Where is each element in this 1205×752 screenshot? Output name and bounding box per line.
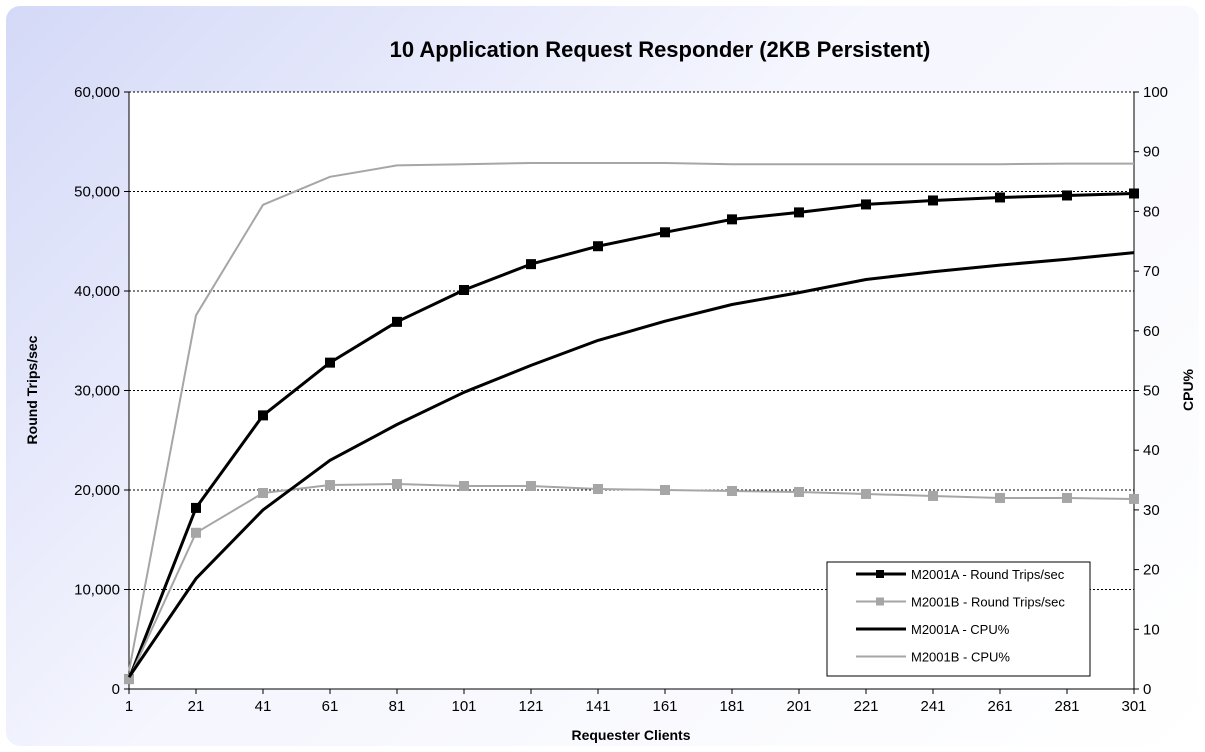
data-point bbox=[794, 207, 804, 218]
data-point bbox=[191, 502, 201, 513]
y2-tick-label: 50 bbox=[1143, 383, 1160, 400]
x-tick-label: 301 bbox=[1121, 698, 1146, 715]
y2-tick-label: 10 bbox=[1143, 621, 1160, 638]
axes: 0 10,000 20,000 30,000 40,000 50,000 60,000 0 10… bbox=[74, 84, 1168, 715]
x-tick-label: 141 bbox=[585, 698, 610, 715]
data-point bbox=[459, 285, 469, 296]
data-point bbox=[794, 486, 804, 497]
y-axis-title: Round Trips/sec bbox=[24, 335, 40, 444]
y2-tick-label: 80 bbox=[1143, 203, 1160, 220]
x-tick-label: 81 bbox=[389, 698, 406, 715]
y-tick-label: 20,000 bbox=[74, 482, 120, 499]
data-point bbox=[861, 488, 871, 499]
data-point bbox=[727, 214, 737, 225]
data-point bbox=[593, 241, 603, 252]
y-tick-label: 0 bbox=[112, 681, 120, 698]
data-point bbox=[1062, 492, 1072, 503]
y2-axis-title: CPU% bbox=[1180, 368, 1196, 411]
data-point bbox=[593, 484, 603, 495]
x-tick-label: 201 bbox=[786, 698, 811, 715]
chart-title: 10 Application Request Responder (2KB Pe… bbox=[390, 37, 931, 62]
y2-tick-label: 0 bbox=[1143, 681, 1151, 698]
x-tick-label: 221 bbox=[853, 698, 878, 715]
x-tick-label: 281 bbox=[1054, 698, 1079, 715]
x-tick-label: 61 bbox=[322, 698, 339, 715]
data-point bbox=[325, 480, 335, 491]
data-point bbox=[392, 479, 402, 490]
x-tick-label: 161 bbox=[652, 698, 677, 715]
data-point bbox=[861, 199, 871, 210]
y-tick-label: 60,000 bbox=[74, 84, 120, 101]
data-point bbox=[928, 490, 938, 501]
legend-swatch-marker bbox=[876, 597, 884, 606]
data-point bbox=[459, 481, 469, 492]
data-point bbox=[526, 259, 536, 270]
x-tick-label: 21 bbox=[188, 698, 205, 715]
series bbox=[124, 162, 1139, 685]
x-axis-title: Requester Clients bbox=[571, 727, 690, 743]
y-tick-label: 10,000 bbox=[74, 582, 120, 599]
data-point bbox=[258, 410, 268, 421]
legend-label: M2001A - Round Trips/sec bbox=[911, 567, 1065, 582]
legend-label: M2001B - CPU% bbox=[911, 650, 1010, 665]
y-tick-label: 30,000 bbox=[74, 383, 120, 400]
y2-tick-label: 90 bbox=[1143, 144, 1160, 161]
legend-label: M2001B - Round Trips/sec bbox=[911, 595, 1065, 610]
data-point bbox=[995, 492, 1005, 503]
data-point bbox=[1129, 188, 1139, 199]
data-point bbox=[526, 481, 536, 492]
x-tick-label: 181 bbox=[719, 698, 744, 715]
y-tick-label: 40,000 bbox=[74, 283, 120, 300]
y2-tick-label: 20 bbox=[1143, 562, 1160, 579]
data-point bbox=[727, 485, 737, 496]
data-point bbox=[325, 357, 335, 368]
y2-tick-label: 100 bbox=[1143, 84, 1168, 101]
series-line-4 bbox=[128, 162, 1134, 672]
legend: M2001A - Round Trips/sec M2001B - Round T… bbox=[826, 561, 1091, 677]
x-tick-label: 241 bbox=[920, 698, 945, 715]
series-line-1 bbox=[127, 192, 1135, 680]
data-point bbox=[660, 227, 670, 238]
legend-label: M2001A - CPU% bbox=[911, 622, 1010, 637]
y-tick-label: 50,000 bbox=[74, 184, 120, 201]
y2-tick-label: 70 bbox=[1143, 263, 1160, 280]
x-tick-label: 41 bbox=[255, 698, 272, 715]
series-line-2 bbox=[128, 483, 1135, 680]
data-point bbox=[995, 192, 1005, 203]
x-tick-label: 121 bbox=[518, 698, 543, 715]
x-tick-label: 1 bbox=[125, 698, 133, 715]
y2-tick-label: 60 bbox=[1143, 323, 1160, 340]
data-point bbox=[124, 674, 134, 685]
data-point bbox=[1062, 190, 1072, 201]
data-point bbox=[258, 487, 268, 498]
legend-swatch-marker bbox=[876, 570, 884, 578]
data-point bbox=[191, 527, 201, 538]
data-point bbox=[660, 485, 670, 495]
series-line-3 bbox=[127, 251, 1135, 678]
y2-tick-label: 30 bbox=[1143, 502, 1160, 519]
data-point bbox=[392, 316, 402, 327]
x-tick-label: 261 bbox=[987, 698, 1012, 715]
data-point bbox=[1129, 493, 1139, 504]
y2-tick-label: 40 bbox=[1143, 442, 1160, 459]
data-point bbox=[928, 195, 938, 206]
x-tick-label: 101 bbox=[451, 698, 476, 715]
